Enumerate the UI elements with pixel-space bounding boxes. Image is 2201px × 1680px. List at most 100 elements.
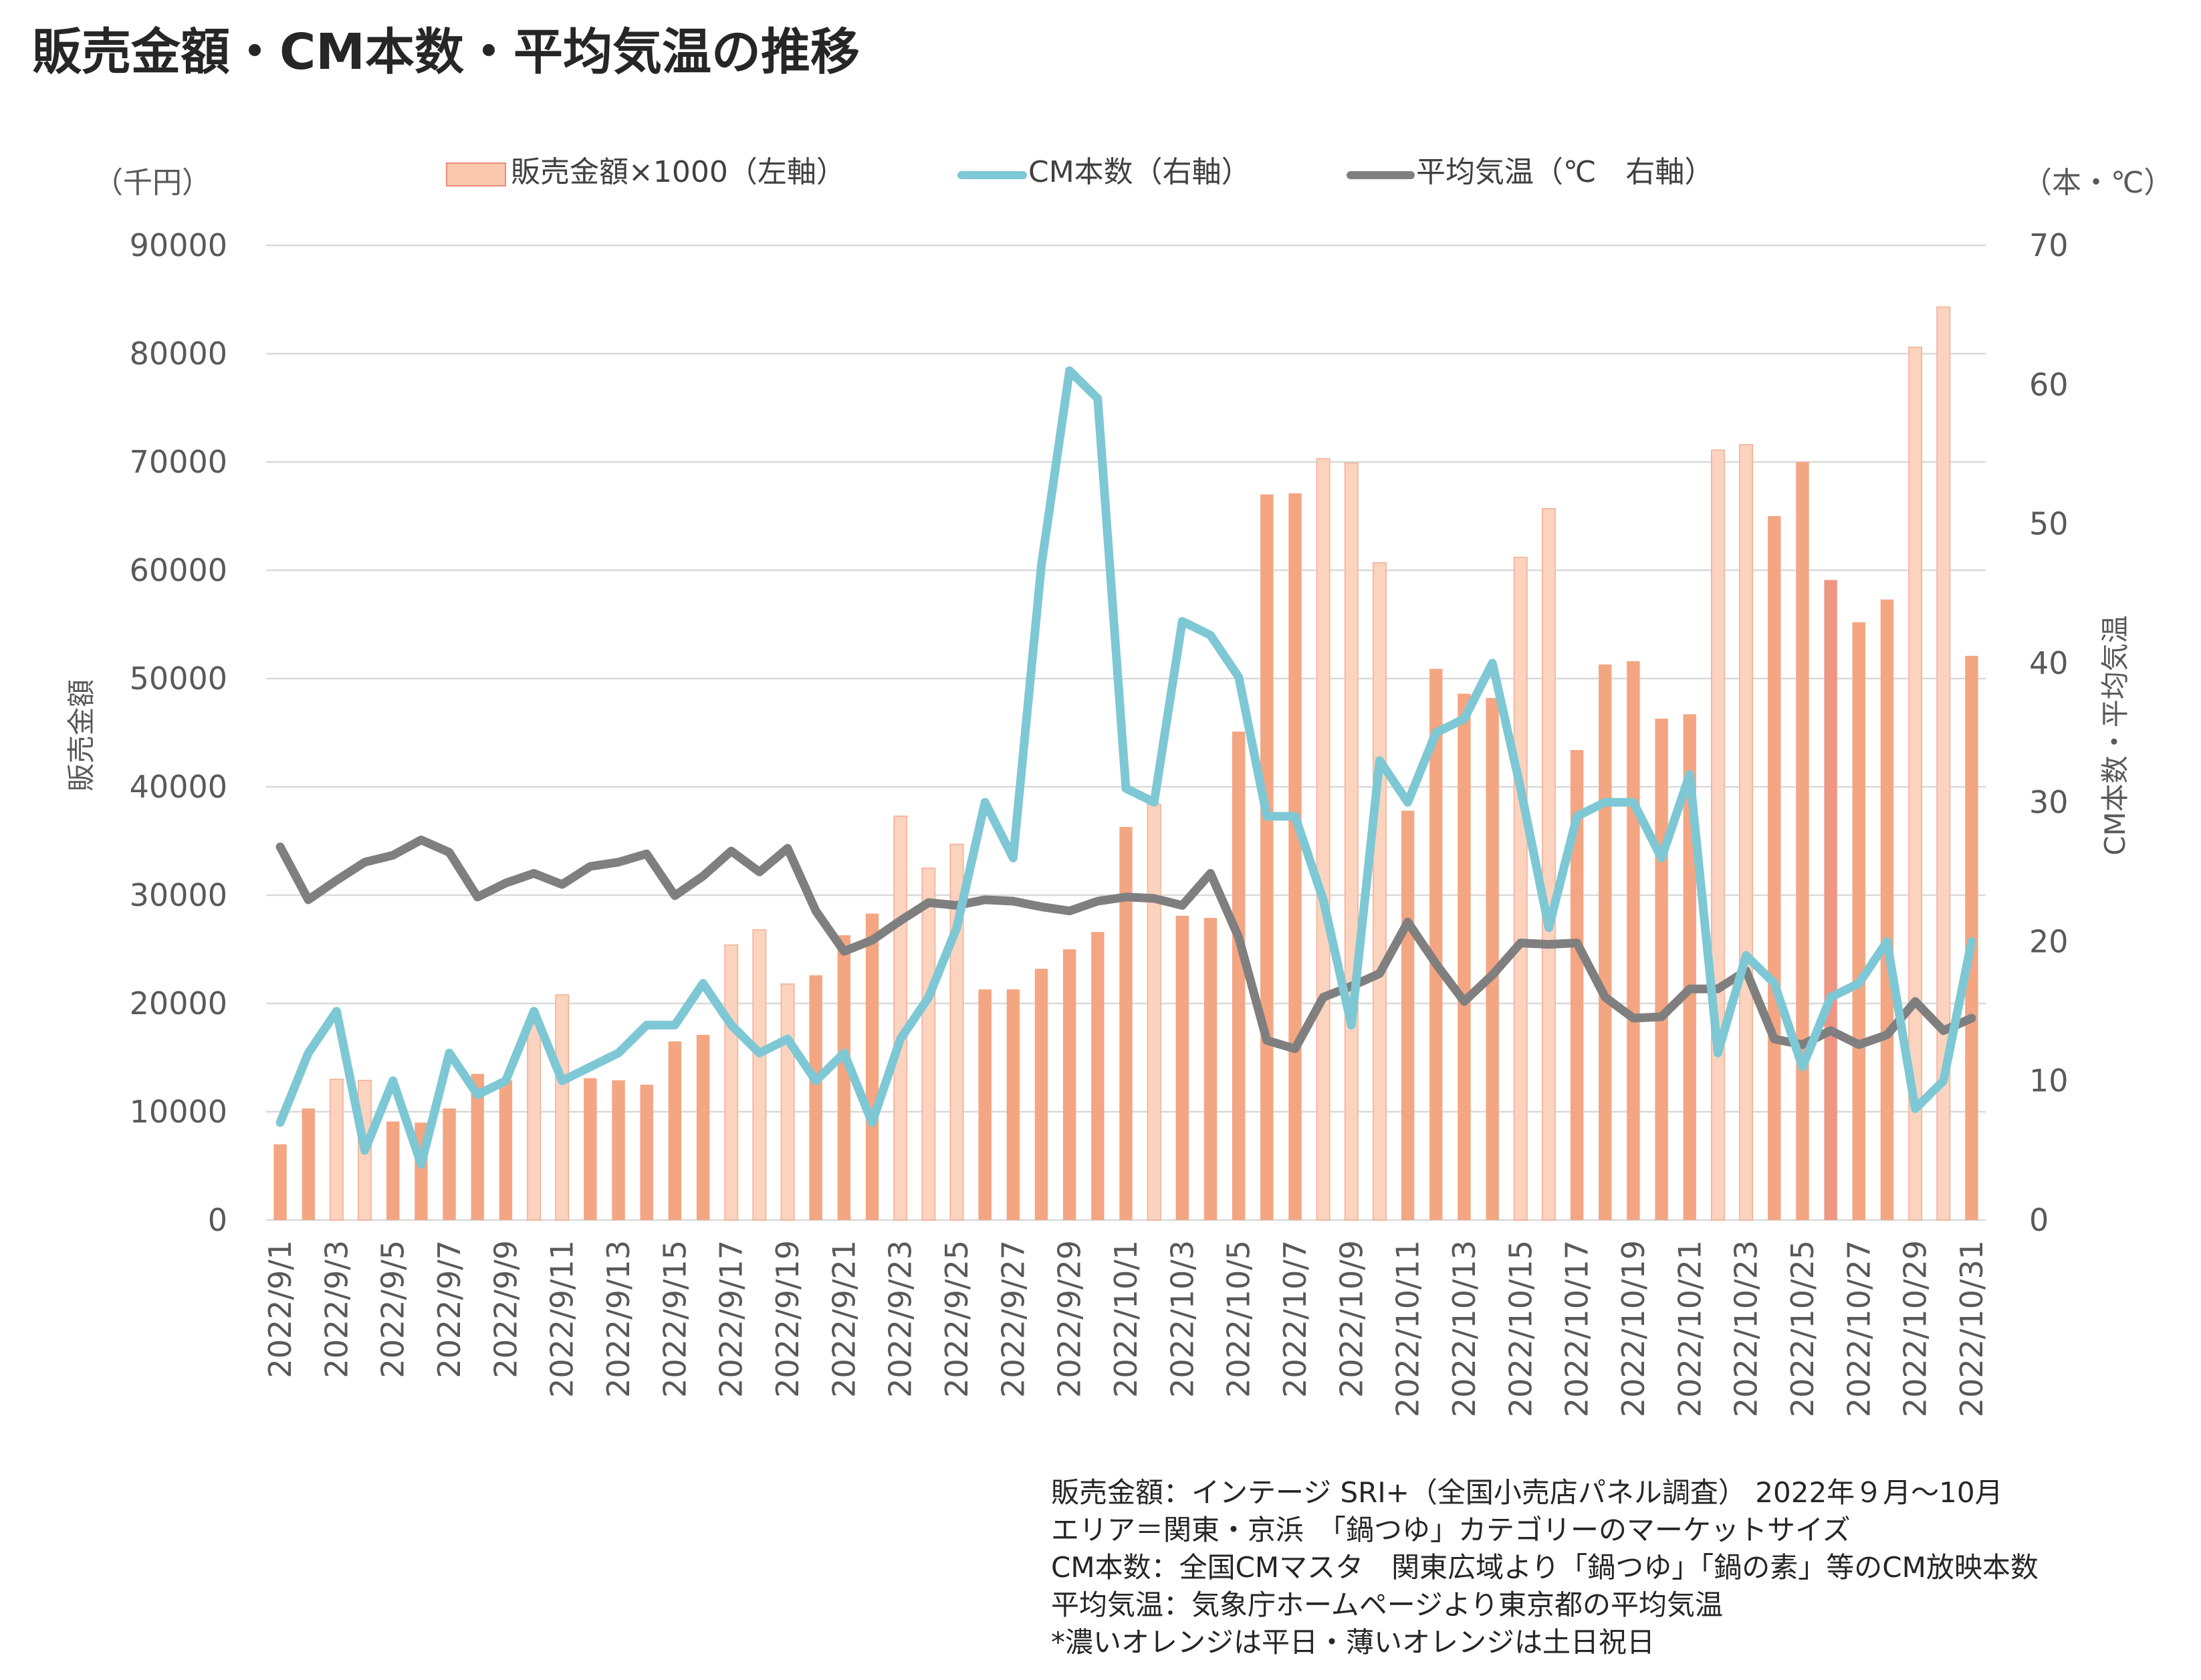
x-tick-label: 2022/10/19 [1615, 1240, 1651, 1417]
line-series [275, 366, 1976, 1169]
x-tick-label: 2022/10/5 [1221, 1240, 1257, 1398]
sales-bar [584, 1078, 597, 1220]
y2-tick-label: 10 [2029, 1063, 2069, 1099]
sales-bar [1401, 810, 1415, 1220]
x-tick-label: 2022/10/31 [1954, 1240, 1990, 1417]
sales-bar [1936, 306, 1951, 1221]
x-tick-label: 2022/10/27 [1841, 1240, 1877, 1417]
sales-bar [1570, 749, 1584, 1220]
chart-title: 販売金額・CM本数・平均気温の推移 [32, 23, 860, 81]
x-tick-label: 2022/10/15 [1502, 1240, 1538, 1417]
x-tick-label: 2022/10/25 [1784, 1240, 1821, 1417]
sales-bar [1119, 826, 1133, 1220]
x-tick-label: 2022/9/7 [431, 1240, 467, 1378]
y2-tick-label: 50 [2029, 506, 2069, 542]
sales-bar [1006, 989, 1020, 1220]
sales-bar [752, 929, 767, 1221]
y-tick-label: 70000 [130, 444, 227, 480]
x-tick-label: 2022/10/7 [1277, 1240, 1313, 1398]
sales-bar [1373, 562, 1387, 1221]
legend-bar-swatch [446, 162, 506, 187]
sales-bar [471, 1074, 484, 1220]
sales-bar [1458, 693, 1471, 1220]
sales-bar [1232, 731, 1246, 1220]
x-tick-label: 2022/9/19 [770, 1240, 806, 1398]
sales-bar [1260, 494, 1274, 1220]
right-unit-label: （本・℃） [2022, 166, 2173, 200]
legend-label-sales: 販売金額×1000（左軸） [511, 155, 846, 189]
sales-bar [443, 1108, 456, 1220]
x-tick-label: 2022/9/25 [939, 1240, 975, 1398]
x-tick-label: 2022/10/13 [1446, 1240, 1482, 1417]
note-line: CM本数：全国CMマスタ 関東広域より「鍋つゆ」「鍋の素」等のCM放映本数 [1051, 1551, 2039, 1584]
x-tick-label: 2022/9/13 [600, 1240, 636, 1398]
sales-bar [555, 994, 570, 1221]
x-tick-label: 2022/9/5 [375, 1240, 411, 1378]
sales-bar [1288, 493, 1302, 1220]
sales-bar [837, 935, 851, 1220]
y-tick-label: 10000 [130, 1094, 227, 1130]
sales-bar [1880, 599, 1894, 1220]
sales-bar [780, 983, 795, 1221]
sales-bar [893, 815, 908, 1221]
sales-bar [668, 1041, 682, 1220]
left-axis-title: 販売金額 [65, 679, 98, 792]
y2-tick-label: 70 [2029, 227, 2069, 263]
legend-label-temp: 平均気温（℃ 右軸） [1416, 155, 1714, 189]
bar-series [273, 306, 1978, 1221]
y-tick-label: 30000 [130, 877, 227, 913]
right-axis-ticks: 70 60 50 40 30 20 10 0 [2029, 227, 2069, 1238]
legend-label-cm: CM本数（右軸） [1028, 155, 1251, 189]
sales-bar [273, 1144, 287, 1220]
sales-bar [1796, 462, 1809, 1220]
sales-bar [1344, 462, 1359, 1221]
sales-bar [386, 1121, 400, 1220]
sales-bar [499, 1080, 513, 1220]
sales-bar [1739, 444, 1754, 1221]
sales-bar [1175, 915, 1189, 1220]
sales-bar [1429, 669, 1443, 1220]
sales-bar [1147, 804, 1161, 1221]
cm-count-line [275, 366, 1976, 1169]
sales-bar [1486, 698, 1499, 1220]
x-tick-label: 2022/10/21 [1671, 1240, 1708, 1417]
sales-bar [612, 1080, 625, 1220]
sales-bar [978, 989, 992, 1220]
y-tick-label: 40000 [130, 769, 227, 805]
sales-bar [1655, 718, 1668, 1220]
sales-bar [865, 913, 879, 1220]
y2-tick-label: 20 [2029, 923, 2069, 959]
sales-bar [329, 1078, 344, 1221]
sales-bar [696, 1034, 710, 1220]
sales-bar [809, 975, 822, 1220]
x-tick-label: 2022/10/23 [1728, 1240, 1764, 1417]
x-tick-label: 2022/10/17 [1559, 1240, 1595, 1417]
sales-bar [1316, 458, 1330, 1221]
note-line: エリア＝関東・京浜 「鍋つゆ」カテゴリーのマーケットサイズ [1051, 1514, 1851, 1546]
x-tick-label: 2022/9/23 [883, 1240, 919, 1398]
sales-bar [640, 1084, 653, 1220]
y-tick-label: 80000 [130, 336, 227, 372]
sales-bar [1091, 932, 1105, 1220]
sales-bar [921, 867, 936, 1221]
x-tick-label: 2022/9/21 [826, 1240, 862, 1398]
note-line: *濃いオレンジは平日・薄いオレンジは土日祝日 [1051, 1626, 1655, 1659]
y-tick-label: 0 [208, 1202, 227, 1238]
sales-bar [1852, 622, 1865, 1220]
left-unit-label: （千円） [94, 166, 211, 200]
y-tick-label: 50000 [130, 661, 227, 697]
x-tick-label: 2022/10/11 [1390, 1240, 1426, 1417]
x-tick-label: 2022/9/9 [487, 1240, 524, 1378]
sales-bar [302, 1108, 315, 1220]
x-tick-label: 2022/9/15 [657, 1240, 693, 1398]
sales-bar [1768, 516, 1781, 1220]
source-notes: 販売金額：インテージ SRI+（全国小売店パネル調査） 2022年９月～10月 … [1051, 1474, 2039, 1661]
x-tick-label: 2022/9/3 [318, 1240, 354, 1378]
y2-tick-label: 40 [2029, 645, 2069, 681]
x-tick-label: 2022/9/17 [713, 1240, 749, 1398]
sales-bar [724, 944, 739, 1221]
note-line: 販売金額：インテージ SRI+（全国小売店パネル調査） 2022年９月～10月 [1051, 1476, 2003, 1509]
sales-bar [1627, 661, 1640, 1220]
x-tick-label: 2022/10/1 [1108, 1240, 1144, 1398]
